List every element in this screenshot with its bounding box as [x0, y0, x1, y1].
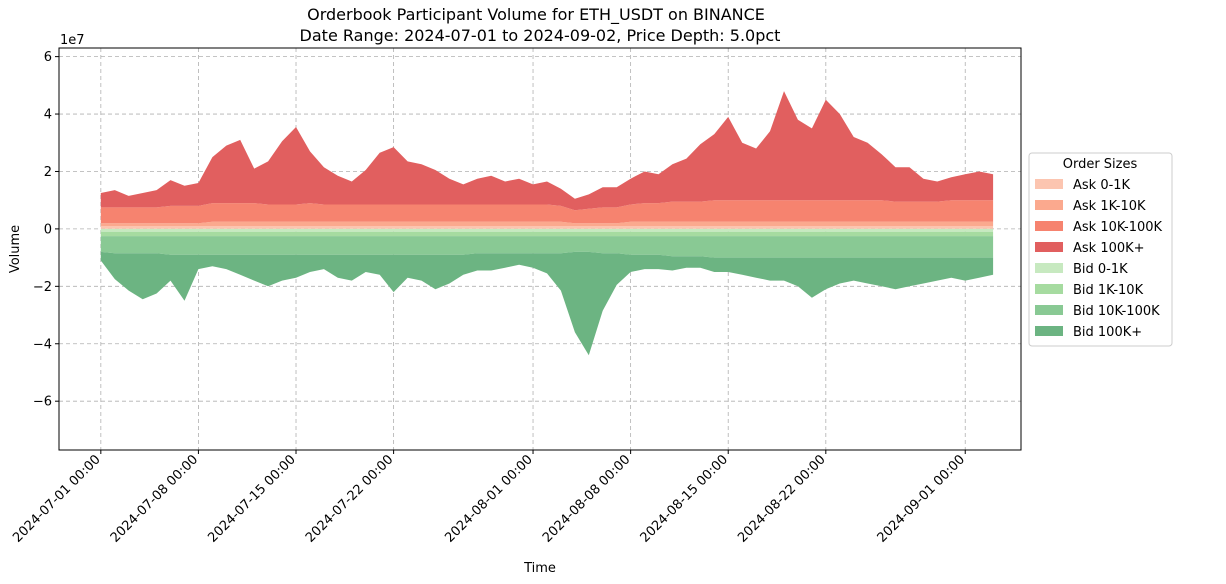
y-tick-label: 6: [44, 50, 52, 65]
x-axis-ticks: 2024-07-01 00:00 2024-07-08 00:00 2024-07-…: [10, 450, 968, 546]
y-tick-label: 2: [44, 165, 52, 180]
legend-swatch-bid-100k: [1035, 326, 1063, 336]
chart-title: Orderbook Participant Volume for ETH_USD…: [307, 5, 765, 25]
area-ask-100k: [100, 91, 994, 211]
x-tick-label: 2024-09-01 00:00: [875, 452, 968, 545]
plot-frame: [58, 47, 1022, 451]
y-tick-label: −4: [33, 337, 52, 352]
legend-swatch-bid-10k-100k: [1035, 305, 1063, 315]
legend: Order Sizes Ask 0-1K Ask 1K-10K Ask 10K-10…: [1028, 152, 1173, 347]
legend-label-ask-100k: Ask 100K+: [1073, 241, 1145, 256]
x-tick-label: 2024-08-01 00:00: [442, 452, 535, 545]
y-tick-label: 4: [44, 108, 52, 123]
y-offset-label: 1e7: [60, 33, 85, 48]
x-tick-label: 2024-08-08 00:00: [540, 452, 633, 545]
area-ask-1k-10k: [100, 221, 994, 226]
legend-label-ask-1k-10k: Ask 1K-10K: [1073, 199, 1146, 214]
legend-swatch-ask-0-1k: [1035, 179, 1063, 189]
x-axis-label: Time: [523, 561, 556, 576]
area-bid-0-1k: [100, 228, 994, 232]
legend-label-bid-1k-10k: Bid 1K-10K: [1073, 283, 1144, 298]
area-ask-10k-100k: [100, 200, 994, 224]
legend-label-ask-0-1k: Ask 0-1K: [1073, 178, 1131, 193]
stacked-areas: [100, 91, 994, 356]
legend-swatch-ask-1k-10k: [1035, 200, 1063, 210]
legend-swatch-bid-0-1k: [1035, 263, 1063, 273]
x-tick-label: 2024-07-15 00:00: [205, 452, 298, 545]
legend-label-bid-100k: Bid 100K+: [1073, 325, 1142, 340]
legend-swatch-ask-10k-100k: [1035, 221, 1063, 231]
y-tick-label: −2: [33, 280, 52, 295]
y-tick-label: −6: [33, 395, 52, 410]
legend-label-ask-10k-100k: Ask 10K-100K: [1073, 220, 1163, 235]
x-tick-label: 2024-08-22 00:00: [735, 452, 828, 545]
area-ask-0-1k: [100, 226, 994, 229]
area-bid-100k: [100, 251, 994, 356]
legend-label-bid-0-1k: Bid 0-1K: [1073, 262, 1128, 277]
legend-box: [1028, 152, 1173, 347]
legend-title: Order Sizes: [1063, 157, 1138, 172]
x-tick-label: 2024-07-01 00:00: [10, 452, 103, 545]
legend-swatch-ask-100k: [1035, 242, 1063, 252]
area-bid-1k-10k: [100, 231, 994, 237]
x-tick-label: 2024-07-22 00:00: [303, 452, 396, 545]
chart-subtitle: Date Range: 2024-07-01 to 2024-09-02, Pr…: [300, 26, 781, 45]
x-tick-label: 2024-08-15 00:00: [638, 452, 731, 545]
y-axis-ticks: −6 −4 −2 0 2 4 6: [33, 50, 59, 410]
y-tick-label: 0: [44, 222, 52, 237]
x-tick-label: 2024-07-08 00:00: [108, 452, 201, 545]
legend-swatch-bid-1k-10k: [1035, 284, 1063, 294]
legend-label-bid-10k-100k: Bid 10K-100K: [1073, 304, 1160, 319]
area-bid-10k-100k: [100, 236, 994, 258]
y-axis-label: Volume: [8, 225, 23, 273]
